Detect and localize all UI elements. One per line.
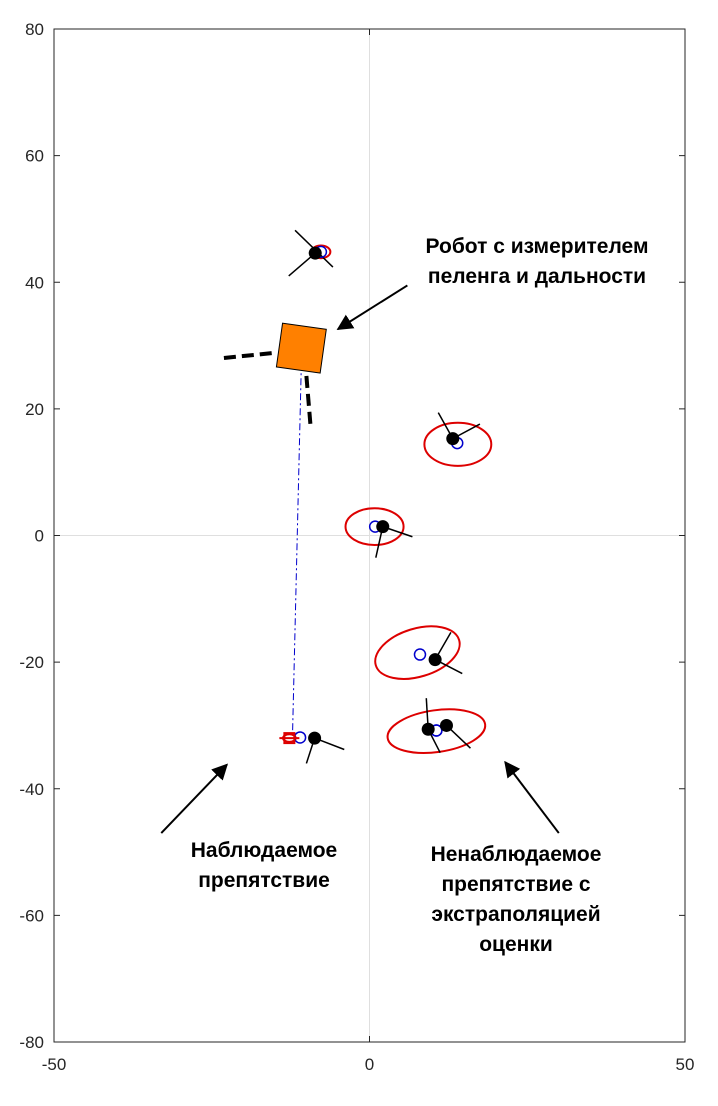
annotation-text: Наблюдаемое [191, 839, 337, 862]
true-position-marker [421, 722, 435, 736]
annotation-arrow [336, 284, 408, 330]
annotation-text: экстраполяцией [431, 903, 600, 926]
true-position-marker [439, 718, 453, 732]
annotation-arrow [160, 763, 229, 834]
annotation-text: Ненаблюдаемое [431, 843, 602, 866]
axis-ticks: -50 0 50 80 60 40 20 0 -20 -40 -60 -80 [19, 20, 694, 1074]
robot-sensor-line [221, 351, 272, 361]
estimated-position-marker [413, 648, 427, 661]
zero-grid-lines [54, 29, 685, 1042]
annotation-text: оценки [479, 933, 553, 956]
true-position-marker [308, 246, 322, 260]
uncertainty-ellipse [374, 625, 461, 680]
uncertainty-ellipse [344, 507, 405, 546]
y-tick-label: 80 [25, 20, 44, 39]
robot-layer [221, 322, 327, 430]
robot-marker [275, 322, 327, 374]
y-tick-label: -80 [19, 1033, 44, 1052]
y-tick-label: 60 [25, 147, 44, 166]
annotation-text: Робот с измерителем [426, 235, 649, 258]
annotation-layer: Робот с измерителем пеленга и дальности На… [160, 235, 649, 956]
uncertainty-ellipse [423, 421, 493, 467]
true-position-marker [428, 653, 442, 667]
robot-sensor-line [304, 375, 313, 430]
true-position-marker [376, 520, 390, 534]
annotation-arrow [504, 760, 560, 834]
y-tick-label: -40 [19, 780, 44, 799]
y-tick-label: 0 [35, 527, 44, 546]
y-tick-label: -20 [19, 653, 44, 672]
x-tick-label: 0 [365, 1055, 374, 1074]
x-tick-label: -50 [42, 1055, 67, 1074]
true-position-marker [308, 731, 322, 745]
true-position-marker [446, 432, 460, 446]
annotation-text: пеленга и дальности [428, 265, 646, 288]
observed-link-line [292, 363, 302, 735]
y-tick-label: 40 [25, 273, 44, 292]
x-tick-label: 50 [676, 1055, 695, 1074]
annotation-text: препятствие [198, 869, 330, 892]
y-tick-label: 20 [25, 400, 44, 419]
observed-link-layer [292, 363, 302, 735]
obstacle-layer [279, 229, 481, 764]
y-tick-label: -60 [19, 906, 44, 925]
annotation-text: препятствие с [441, 873, 590, 896]
